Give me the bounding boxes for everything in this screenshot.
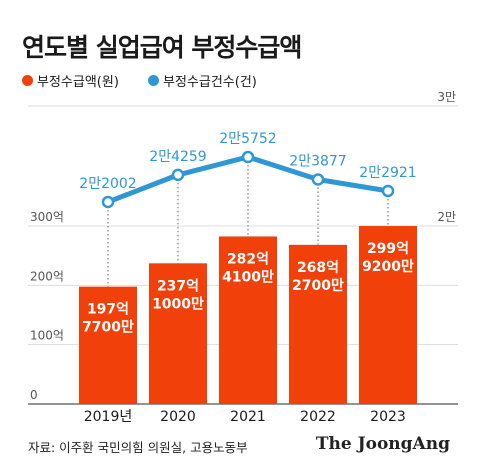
line-value-label: 2만2002 [79,176,136,192]
bar-value-label: 9200만 [362,259,414,275]
legend-swatch-count [148,75,159,86]
x-axis-tick-label: 2022 [300,409,336,425]
bar-0 [79,286,137,404]
line-point-3 [311,173,325,186]
line-value-label: 2만5752 [219,131,276,147]
bar-value-label: 2700만 [292,278,344,294]
right-axis-tick-label: 2만 [437,210,456,224]
x-axis-tick-label: 2019년 [84,409,133,425]
legend-item-amount: 부정수급액(원) [22,71,119,90]
bar-2 [219,236,277,404]
x-axis-tick-label: 2020 [160,409,196,425]
left-axis-tick-label: 100억 [30,329,64,343]
bar-3 [289,244,347,404]
left-axis-tick-label: 0 [30,388,38,402]
bar-value-label: 1000만 [152,296,204,312]
legend-label-amount: 부정수급액(원) [37,75,119,90]
x-axis-tick-label: 2021 [230,409,266,425]
line-value-label: 2만4259 [149,149,206,165]
bar-4 [359,226,417,404]
bar-value-label: 7700만 [82,320,134,336]
bar-1 [149,263,207,404]
line-value-label: 2만3877 [289,153,346,169]
right-axis-tick-label: 3만 [437,90,456,104]
bar-value-label: 197억 [87,302,129,318]
legend-item-count: 부정수급건수(건) [148,71,257,90]
legend-swatch-amount [22,75,33,86]
chart-title: 연도별 실업급여 부정수급액 [22,33,302,62]
left-axis-tick-label: 200억 [30,269,64,283]
source-note: 자료: 이주환 국민의힘 의원실, 고용노동부 [28,440,248,455]
line-point-4 [381,184,395,198]
bar-value-label: 237억 [157,278,199,294]
line-point-0 [101,195,115,209]
legend-label-count: 부정수급건수(건) [163,75,257,90]
line-point-2 [241,150,255,164]
bar-value-label: 282억 [227,251,269,267]
line-point-1 [171,168,185,182]
bar-value-label: 268억 [297,260,339,276]
bar-value-label: 299억 [367,241,409,257]
publisher-logo: The JoongAng [315,434,450,454]
line-value-label: 2만2921 [359,165,416,181]
bar-value-label: 4100만 [222,269,274,285]
left-axis-tick-label: 300억 [30,210,64,224]
x-axis-tick-label: 2023 [370,409,406,425]
